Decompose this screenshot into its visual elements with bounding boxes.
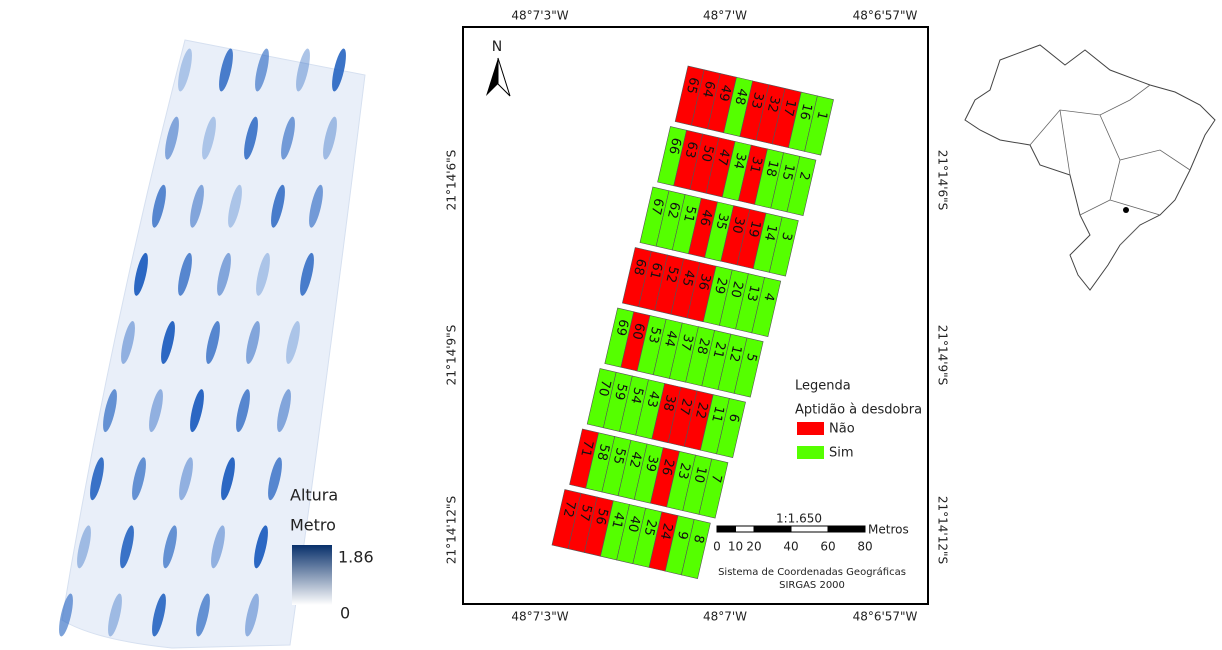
legend-subtitle: Aptidão à desdobra bbox=[795, 403, 922, 418]
scale-tick-label: 10 bbox=[728, 540, 743, 554]
height-legend-title: Altura bbox=[290, 486, 338, 505]
latitude-label: 21°14'12"S bbox=[445, 496, 459, 564]
scale-tick-label: 60 bbox=[820, 540, 835, 554]
legend-swatch bbox=[797, 422, 824, 435]
height-legend-unit: Metro bbox=[290, 516, 336, 535]
latitude-label: 21°14'9"S bbox=[936, 325, 950, 386]
location-dot bbox=[1123, 207, 1129, 213]
scale-segment bbox=[791, 526, 828, 532]
height-gradient bbox=[292, 545, 332, 605]
longitude-label: 48°7'3"W bbox=[511, 9, 568, 23]
scale-tick-label: 40 bbox=[783, 540, 798, 554]
north-label: N bbox=[492, 39, 502, 55]
scale-tick-label: 0 bbox=[713, 540, 721, 554]
scale-segment bbox=[736, 526, 755, 532]
legend-swatch bbox=[797, 446, 824, 459]
longitude-label: 48°6'57"W bbox=[853, 610, 918, 624]
scale-unit: Metros bbox=[868, 523, 909, 537]
legend-label: Sim bbox=[829, 446, 854, 461]
scale-tick-label: 20 bbox=[746, 540, 761, 554]
scale-segment bbox=[754, 526, 791, 532]
legend-label: Não bbox=[829, 422, 855, 437]
scale-segment bbox=[828, 526, 865, 532]
height-max: 1.86 bbox=[338, 548, 374, 567]
scale-segment bbox=[717, 526, 736, 532]
longitude-label: 48°7'W bbox=[703, 610, 747, 624]
scale-tick-label: 80 bbox=[857, 540, 872, 554]
latitude-label: 21°14'6"S bbox=[445, 150, 459, 211]
brazil-outline bbox=[965, 45, 1215, 290]
legend-title: Legenda bbox=[795, 379, 851, 394]
latitude-label: 21°14'6"S bbox=[936, 150, 950, 211]
crs-line: SIRGAS 2000 bbox=[779, 580, 845, 591]
crs-line: Sistema de Coordenadas Geográficas bbox=[718, 566, 906, 578]
height-min: 0 bbox=[340, 604, 350, 623]
longitude-label: 48°6'57"W bbox=[853, 9, 918, 23]
latitude-label: 21°14'9"S bbox=[445, 325, 459, 386]
latitude-label: 21°14'12"S bbox=[936, 496, 950, 564]
longitude-label: 48°7'3"W bbox=[511, 610, 568, 624]
map-figure: Altura Metro 1.86 0 48°7'3"W 48°7'3"W 48°7… bbox=[0, 0, 1222, 650]
scale-ratio: 1:1.650 bbox=[776, 512, 822, 526]
longitude-label: 48°7'W bbox=[703, 9, 747, 23]
